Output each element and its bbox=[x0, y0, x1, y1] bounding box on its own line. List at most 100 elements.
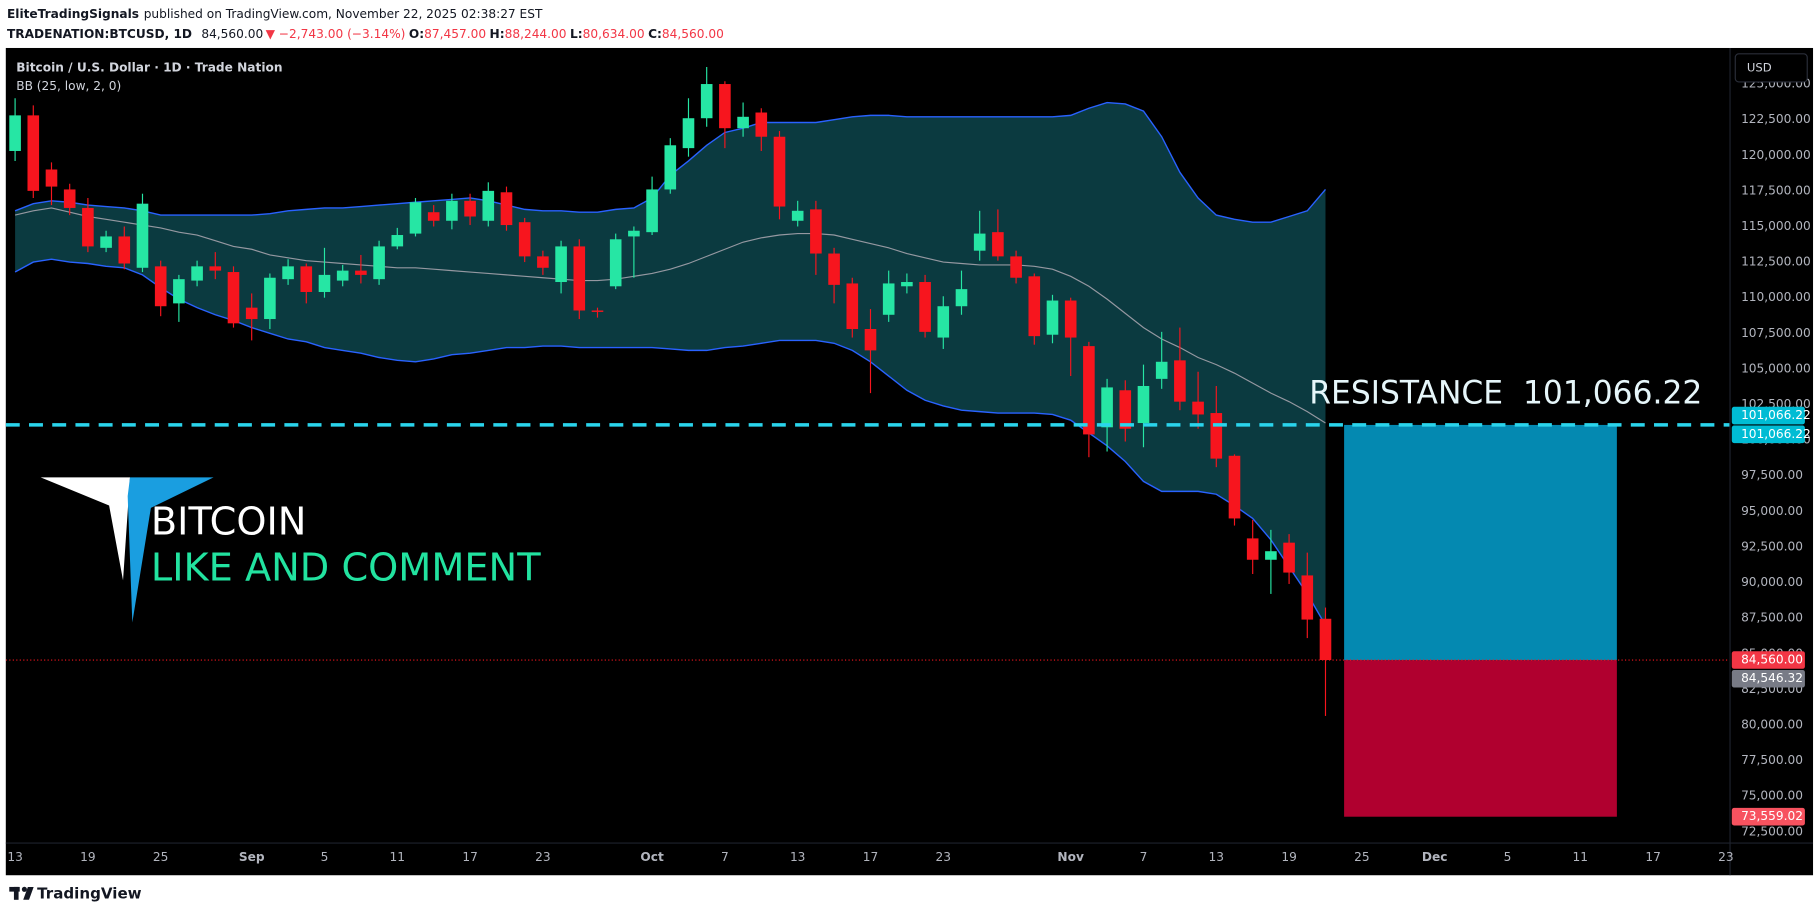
y-tick-label: 112,500.00 bbox=[1741, 255, 1811, 269]
x-tick-label: 25 bbox=[1354, 850, 1369, 864]
candle-body bbox=[846, 283, 859, 330]
currency-box[interactable] bbox=[1734, 53, 1808, 83]
candle-body bbox=[1192, 401, 1204, 415]
candle-body bbox=[100, 236, 112, 248]
candle-body bbox=[82, 207, 94, 247]
symbol: TRADENATION:BTCUSD, 1D bbox=[7, 26, 192, 40]
footer: TradingView bbox=[9, 884, 142, 902]
candle-body bbox=[573, 246, 586, 311]
candle-body bbox=[9, 115, 21, 151]
candle-body bbox=[45, 169, 58, 187]
candle-body bbox=[1083, 346, 1095, 435]
x-tick-label: 25 bbox=[153, 850, 168, 864]
bb-basis bbox=[14, 207, 1326, 424]
candle-body bbox=[1137, 385, 1150, 424]
candle-body bbox=[992, 232, 1004, 257]
candle-body bbox=[63, 189, 76, 208]
candle-body bbox=[791, 210, 804, 221]
brand-icon bbox=[13, 886, 19, 900]
candle-body bbox=[1010, 256, 1022, 278]
y-tick-label: 92,500.00 bbox=[1741, 539, 1803, 553]
candle-body bbox=[901, 282, 913, 287]
candle-body bbox=[355, 270, 367, 275]
ohlc-value: 84,560.00 bbox=[662, 26, 724, 40]
indicator-legend: BB (25, low, 2, 0) bbox=[16, 79, 121, 93]
y-tick-label: 107,500.00 bbox=[1741, 326, 1811, 340]
y-tick-label: 110,000.00 bbox=[1741, 290, 1811, 304]
y-tick-label: 117,500.00 bbox=[1741, 183, 1811, 197]
candle-body bbox=[409, 202, 422, 234]
candle-body bbox=[136, 203, 149, 268]
y-tick-label: 90,000.00 bbox=[1741, 575, 1803, 589]
x-tick-label: 11 bbox=[390, 850, 405, 864]
candle-body bbox=[118, 236, 131, 264]
y-tick-label: 105,000.00 bbox=[1741, 361, 1811, 375]
chart-title: Bitcoin / U.S. Dollar · 1D · Trade Natio… bbox=[16, 60, 282, 74]
candle-body bbox=[1064, 300, 1077, 338]
y-tick-label: 72,500.00 bbox=[1741, 824, 1803, 838]
author: EliteTradingSignals bbox=[7, 7, 139, 21]
price-tags: 101,066.22 101,066.22 84,560.00 84,546.32 73… bbox=[1731, 406, 1811, 826]
y-tick-label: 80,000.00 bbox=[1741, 717, 1803, 731]
candle-body bbox=[518, 222, 531, 257]
candle-body bbox=[446, 200, 458, 221]
candle-body bbox=[628, 230, 640, 237]
price-tag-box bbox=[1731, 807, 1805, 826]
position-target-zone bbox=[1344, 424, 1617, 661]
currency[interactable]: USD bbox=[1747, 60, 1772, 74]
price-tag: 101,066.22 bbox=[1741, 427, 1811, 441]
candle-body bbox=[154, 266, 167, 307]
y-tick-label: 122,500.00 bbox=[1741, 112, 1811, 126]
y-tick-label: 97,500.00 bbox=[1741, 468, 1803, 482]
x-tick-label: 19 bbox=[80, 850, 95, 864]
candle-body bbox=[1301, 575, 1314, 620]
candle-body bbox=[1101, 387, 1113, 428]
x-tick-label: 11 bbox=[1573, 850, 1588, 864]
candle-body bbox=[973, 233, 986, 251]
candle-body bbox=[773, 136, 786, 207]
candle-body bbox=[1046, 300, 1059, 335]
brand: TradingView bbox=[37, 884, 141, 902]
price-tag: 84,560.00 bbox=[1741, 652, 1803, 666]
ohlc-value: 88,244.00 bbox=[505, 26, 567, 40]
position-stop-zone bbox=[1344, 660, 1617, 817]
x-tick-label: Oct bbox=[640, 850, 664, 864]
candle-body bbox=[755, 112, 768, 137]
candle-body bbox=[682, 118, 695, 149]
candle-body bbox=[173, 279, 185, 304]
y-tick-label: 77,500.00 bbox=[1741, 753, 1803, 767]
candle-body bbox=[209, 266, 222, 271]
watermark-title: BITCOIN bbox=[151, 500, 306, 545]
brand-icon bbox=[23, 886, 34, 900]
price-tag: 84,546.32 bbox=[1741, 671, 1803, 685]
plot-area: RESISTANCE 101,066.22 bbox=[5, 66, 1730, 817]
y-tick-label: 115,000.00 bbox=[1741, 219, 1811, 233]
ohlc-key: L: bbox=[570, 26, 583, 40]
price-tag-box bbox=[1731, 669, 1805, 688]
candle-body bbox=[318, 274, 331, 292]
candle-body bbox=[1210, 413, 1223, 459]
x-tick-label: 23 bbox=[936, 850, 951, 864]
price-tag-box bbox=[1731, 406, 1805, 425]
ohlc-key: O: bbox=[409, 26, 424, 40]
quote-line: TRADENATION:BTCUSD, 1D 84,560.00 ▼ −2,743.… bbox=[7, 26, 724, 40]
publish-line: EliteTradingSignals published on TradingV… bbox=[7, 7, 543, 21]
candle-body bbox=[719, 84, 731, 129]
candle-body bbox=[227, 272, 240, 324]
candle-body bbox=[1265, 551, 1277, 560]
x-tick-label: 13 bbox=[790, 850, 805, 864]
x-tick-label: 5 bbox=[1504, 850, 1512, 864]
x-tick-label: 13 bbox=[7, 850, 22, 864]
change: ▼ −2,743.00 (−3.14%) bbox=[266, 26, 406, 40]
candle-body bbox=[882, 283, 895, 315]
x-tick-label: 7 bbox=[721, 850, 729, 864]
y-tick-label: 95,000.00 bbox=[1741, 504, 1803, 518]
candle-body bbox=[336, 270, 349, 281]
candle-body bbox=[482, 190, 495, 221]
price-tag: 101,066.22 bbox=[1741, 408, 1811, 422]
candle-body bbox=[1174, 360, 1186, 402]
candle-body bbox=[864, 329, 877, 351]
candle-body bbox=[282, 266, 294, 280]
